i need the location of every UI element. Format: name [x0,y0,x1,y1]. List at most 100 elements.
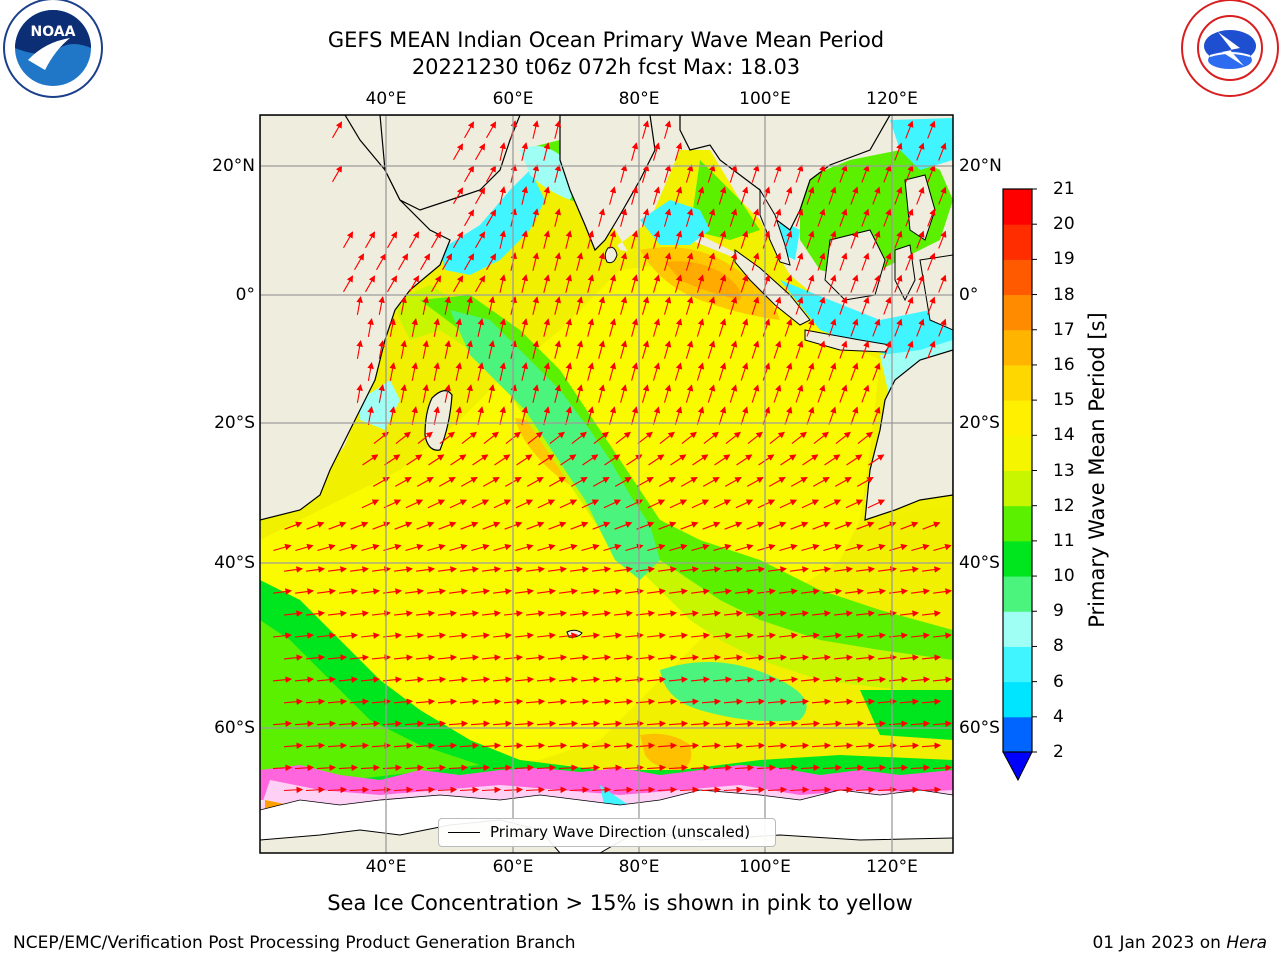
wave-direction-arrow [486,165,497,183]
wave-direction-arrow [570,477,588,487]
wave-direction-arrow [525,742,546,750]
wave-direction-arrow [647,543,666,552]
colorbar-tick-label: 17 [1053,319,1075,340]
wave-direction-arrow [455,362,462,381]
wave-direction-arrow [800,764,821,772]
wave-direction-arrow [367,362,374,381]
nws-logo-icon [1181,0,1279,97]
wave-direction-arrow [477,318,484,337]
wave-direction-arrow [415,786,436,794]
wave-direction-arrow [464,253,475,271]
map-frame [259,114,954,854]
wave-direction-arrow [899,654,920,661]
wave-direction-arrow [602,676,623,683]
wave-direction-arrow [646,676,667,683]
wave-direction-arrow [405,499,424,509]
wave-direction-arrow [861,296,870,315]
wave-direction-arrow [411,406,418,425]
wave-direction-arrow [657,654,678,661]
wave-direction-arrow [791,431,807,445]
colorbar-tick-label: 6 [1053,671,1064,692]
wave-direction-arrow [532,120,540,139]
wave-direction-arrow [789,742,810,750]
wave-direction-arrow [416,566,435,573]
lon-tick-bottom: 60°E [492,857,534,877]
footer-host: Hera [1226,933,1267,953]
wave-direction-arrow [657,698,678,705]
wave-direction-arrow [571,431,587,445]
wave-direction-arrow [603,588,622,595]
wave-direction-arrow [795,296,804,315]
wave-direction-arrow [499,186,506,205]
wave-direction-arrow [438,566,457,573]
wave-direction-arrow [866,720,887,728]
wave-direction-arrow [554,384,562,403]
wave-direction-arrow [613,742,634,750]
wave-direction-arrow [587,318,595,337]
wave-direction-arrow [702,610,721,617]
wave-direction-arrow [565,318,573,337]
wave-direction-arrow [581,588,600,595]
wave-direction-arrow [696,362,705,381]
wave-direction-arrow [405,543,424,552]
wave-direction-arrows [272,120,953,794]
wave-direction-arrow [646,764,667,772]
map-gridlines [260,115,953,853]
colorbar-segment [1003,189,1032,225]
wave-direction-arrow [603,632,622,639]
wave-direction-arrow [415,742,436,750]
wave-direction-arrow [663,120,672,139]
wave-direction-arrow [427,543,446,552]
wave-direction-arrow [620,164,628,183]
wave-direction-arrow [779,588,798,595]
wave-direction-arrow [521,186,529,205]
wave-direction-arrow [591,786,612,794]
wave-direction-arrow [481,742,502,750]
wave-direction-arrow [757,588,776,595]
wave-direction-arrow [725,431,741,445]
wave-direction-arrow [581,632,600,639]
wave-direction-arrow [674,186,683,205]
wave-direction-arrow [609,406,617,425]
wave-direction-arrow [872,230,881,249]
wave-direction-arrow [845,543,864,552]
wave-direction-arrow [624,764,645,772]
wave-direction-arrow [516,454,533,466]
wave-direction-arrow [580,720,601,728]
wave-direction-arrow [361,632,380,639]
wave-direction-arrow [691,499,710,509]
wave-direction-arrow [647,588,666,595]
wave-direction-arrow [707,384,716,403]
wave-direction-arrow [647,632,666,639]
wave-direction-arrow [494,454,511,466]
wave-direction-arrow [305,786,326,794]
wave-direction-arrow [789,698,810,705]
wave-direction-arrow [883,340,892,359]
wave-direction-arrow [404,676,425,683]
wave-direction-arrow [828,318,837,337]
wave-direction-arrow [762,362,771,381]
wave-direction-arrow [532,296,540,315]
wave-direction-arrow [431,231,442,249]
wave-direction-arrow [696,318,705,337]
wave-direction-arrow [405,588,424,595]
wave-direction-arrow [828,406,837,425]
wave-direction-arrow [536,720,557,728]
wave-direction-arrow [437,654,458,661]
wave-direction-arrow [587,362,595,381]
wave-direction-arrow [773,208,782,227]
wave-direction-arrow [801,499,820,509]
wave-direction-arrow [713,632,732,639]
wave-direction-arrow [543,318,551,337]
wave-direction-arrow [587,274,595,293]
wave-direction-arrow [745,742,766,750]
wave-direction-arrow [845,588,864,595]
wave-direction-arrow [536,764,557,772]
wave-direction-arrow [475,143,486,161]
wave-direction-arrow [294,676,315,683]
wave-direction-arrow [938,318,947,337]
wave-direction-arrow [570,566,589,573]
wave-direction-arrow [641,208,650,227]
wave-direction-arrow [894,274,903,293]
wave-direction-arrow [894,230,903,249]
